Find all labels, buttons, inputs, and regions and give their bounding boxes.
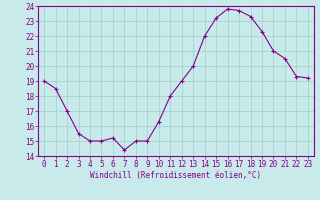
X-axis label: Windchill (Refroidissement éolien,°C): Windchill (Refroidissement éolien,°C) — [91, 171, 261, 180]
